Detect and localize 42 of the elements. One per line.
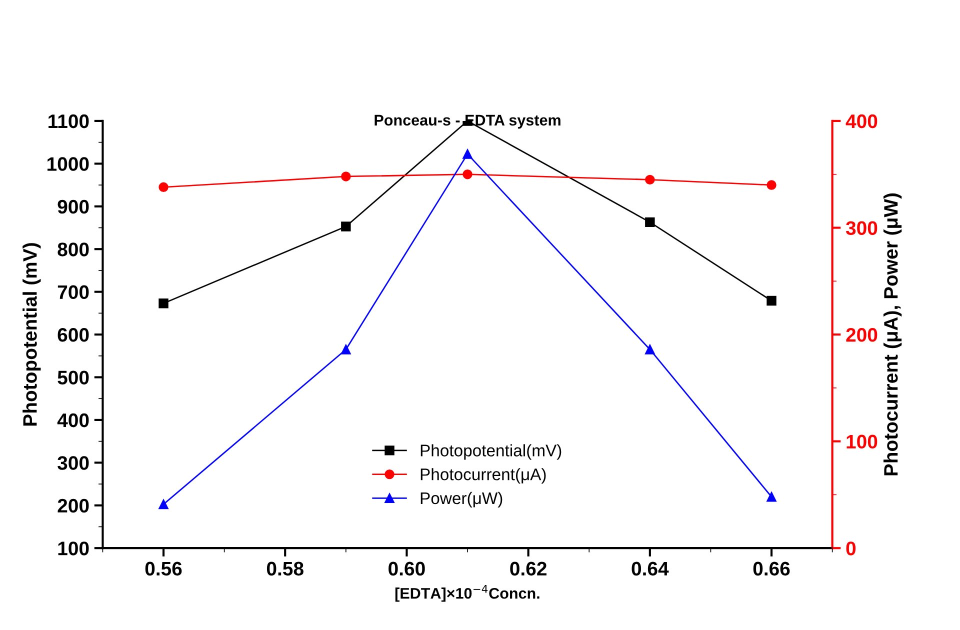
- point: [341, 172, 351, 182]
- point: [158, 298, 168, 308]
- point: [766, 180, 776, 190]
- y2-tick-label: 400: [846, 114, 878, 128]
- point: [341, 222, 351, 232]
- x-tick-label: 0.60: [388, 562, 425, 576]
- y2-tick-label: 300: [846, 221, 878, 236]
- y-tick-label: 500: [58, 370, 89, 384]
- point: [462, 169, 472, 180]
- y-tick-label: 300: [58, 456, 89, 470]
- y-axis-title: Photopotential (mV): [22, 243, 41, 426]
- y2-axis-title: Photocurrent (μA), Power (μW): [884, 193, 902, 476]
- y-tick-label: 700: [58, 285, 89, 300]
- y-tick-label: 400: [57, 413, 89, 428]
- x-tick-label: 0.64: [632, 562, 669, 576]
- x-tick-label: 0.66: [753, 562, 790, 576]
- point: [645, 344, 655, 354]
- x-tick-label: 0.58: [266, 562, 304, 576]
- y-tick-label: 600: [58, 328, 89, 342]
- point: [766, 492, 776, 502]
- y2-tick-label: 200: [846, 328, 878, 342]
- point: [462, 149, 472, 159]
- legend-label: Photocurrent(μA): [420, 468, 546, 484]
- point: [645, 174, 655, 185]
- legend-label: Power(μW): [420, 492, 502, 508]
- x-tick-label: 0.56: [145, 562, 182, 576]
- point: [158, 499, 168, 510]
- y-tick-label: 100: [58, 542, 89, 556]
- x-tick-label: 0.62: [510, 562, 546, 576]
- y-tick-label: 900: [58, 200, 89, 214]
- y2-tick-label: 100: [846, 434, 878, 449]
- y2-tick-label: 0: [846, 542, 856, 556]
- y-tick-label: 800: [58, 242, 89, 256]
- point: [766, 296, 776, 306]
- legend-label: Photopotential(mV): [420, 444, 562, 460]
- y-tick-label: 1000: [48, 157, 89, 171]
- y-tick-label: 200: [58, 498, 89, 513]
- point: [645, 217, 655, 228]
- point: [341, 344, 351, 354]
- y-tick-label: 1100: [48, 114, 89, 128]
- x-axis-title: [EDTA]×10$^{−4}$Concn.: [395, 584, 540, 602]
- point: [158, 182, 168, 192]
